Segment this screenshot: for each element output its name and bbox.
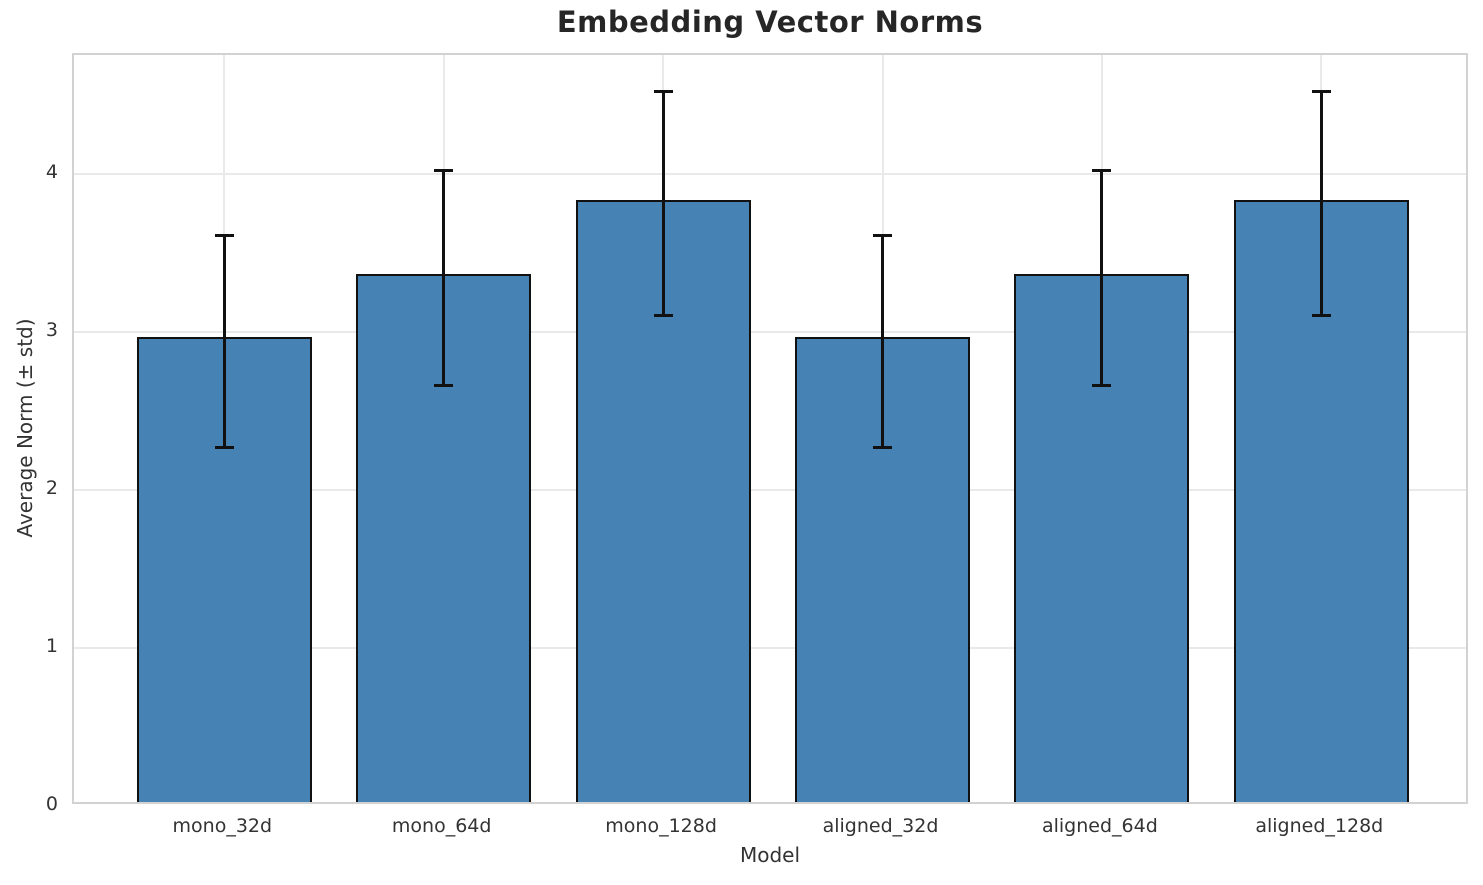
y-tick-label: 3: [45, 318, 58, 341]
error-bar-cap-bottom: [1092, 383, 1112, 387]
y-tick-label: 2: [45, 476, 58, 499]
error-bar-cap-top: [1311, 89, 1331, 93]
error-bar-line: [222, 235, 226, 448]
error-bar-cap-top: [653, 89, 673, 93]
y-tick-label: 4: [45, 160, 58, 183]
x-tick-label-mono_64d: mono_64d: [391, 815, 492, 837]
chart-title: Embedding Vector Norms: [556, 5, 984, 39]
y-tick-label: 0: [45, 793, 58, 815]
error-bar-cap-bottom: [434, 383, 454, 387]
error-bar-line: [442, 170, 446, 386]
error-bar-line: [1100, 170, 1104, 386]
x-tick-label-mono_32d: mono_32d: [172, 815, 273, 837]
error-bar-cap-top: [434, 168, 454, 172]
plot-area: [72, 53, 1468, 804]
h-gridline: [74, 172, 1466, 175]
error-bar-cap-bottom: [1311, 314, 1331, 318]
error-bar-line: [1319, 91, 1323, 316]
error-bar-cap-bottom: [873, 445, 892, 449]
x-tick-label-aligned_32d: aligned_32d: [822, 815, 939, 837]
x-tick-label-aligned_64d: aligned_64d: [1041, 815, 1158, 837]
y-tick-label: 1: [45, 634, 58, 657]
h-gridline: [74, 646, 1466, 649]
error-bar-cap-bottom: [653, 314, 673, 318]
error-bar-cap-top: [873, 233, 892, 237]
h-gridline: [74, 330, 1466, 333]
error-bar-line: [881, 235, 884, 448]
h-gridline: [74, 488, 1466, 491]
x-tick-label-mono_128d: mono_128d: [605, 815, 717, 837]
x-axis-label: Model: [739, 843, 801, 867]
error-bar-line: [661, 91, 665, 316]
y-axis-label: Average Norm (± std): [13, 318, 37, 538]
x-tick-label-aligned_128d: aligned_128d: [1255, 815, 1384, 837]
error-bar-cap-bottom: [214, 445, 234, 449]
error-bar-cap-top: [214, 233, 234, 237]
error-bar-cap-top: [1092, 168, 1112, 172]
